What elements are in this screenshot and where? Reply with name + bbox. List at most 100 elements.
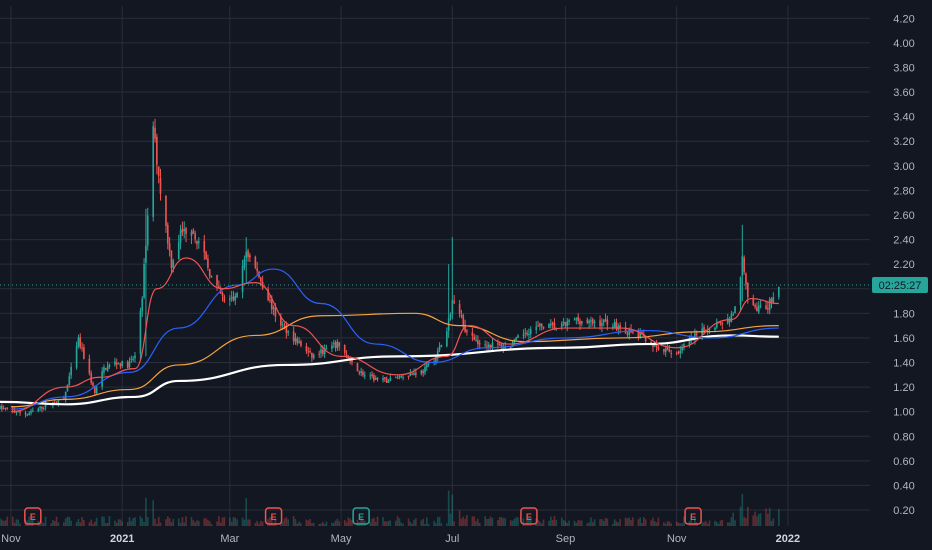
volume-bar	[373, 517, 375, 526]
volume-bar	[602, 520, 605, 526]
volume-bar	[121, 521, 124, 526]
price-axis-tick-label: 2.80	[893, 185, 914, 197]
volume-bar	[194, 522, 196, 526]
volume-bar	[170, 522, 173, 526]
volume-bar	[30, 519, 32, 526]
volume-bar	[325, 521, 328, 526]
volume-bar	[757, 514, 760, 526]
candle-body	[70, 367, 72, 376]
candle-body	[715, 322, 718, 328]
candle-body	[181, 228, 184, 233]
candle-body	[1, 406, 3, 410]
candle-body	[539, 323, 541, 327]
volume-bar	[772, 518, 775, 526]
candle-body	[440, 344, 443, 347]
candle-body	[132, 358, 134, 360]
volume-bar	[500, 517, 503, 526]
candle-body	[177, 242, 180, 260]
earnings-marker-box	[264, 507, 283, 525]
candle-body	[126, 362, 129, 368]
candle-body	[68, 376, 71, 386]
volume-bar	[90, 519, 93, 526]
candle-body	[466, 330, 468, 333]
volume-bar	[745, 518, 747, 526]
candle-body	[655, 345, 658, 347]
volume-bar	[126, 522, 129, 526]
volume-bar	[612, 523, 614, 526]
volume-bar	[411, 523, 414, 526]
candle-body	[152, 126, 155, 217]
volume-bar	[568, 520, 570, 526]
candle-body	[371, 374, 373, 377]
volume-bar	[564, 521, 567, 526]
volume-bar	[601, 519, 603, 526]
volume-bar	[471, 516, 474, 526]
time-axis-tick-label: 2022	[776, 533, 800, 545]
candle-body	[351, 359, 353, 363]
earnings-marker-box	[520, 507, 538, 525]
volume-bar	[68, 516, 71, 526]
volume-bar	[267, 519, 269, 526]
price-axis-tick-label: 3.20	[893, 136, 914, 148]
earnings-marker-box	[352, 507, 370, 525]
volume-bar	[502, 518, 505, 526]
candle-body	[407, 375, 410, 377]
volume-bar	[168, 518, 171, 526]
volume-bar	[181, 517, 184, 526]
volume-bar	[524, 523, 527, 526]
volume-bar	[415, 518, 417, 526]
volume-bar	[360, 517, 362, 526]
candle-body	[425, 364, 428, 368]
volume-bar	[721, 519, 724, 526]
volume-bar	[332, 522, 335, 526]
volume-bar	[746, 506, 749, 526]
candle-body	[236, 293, 238, 298]
candle-body	[119, 363, 122, 367]
candle-body	[588, 320, 590, 324]
earnings-marker: E	[264, 507, 283, 525]
candle-body	[721, 322, 724, 325]
time-axis[interactable]: Nov 2021 Mar May Jul Sep Nov 2022	[1, 533, 800, 545]
candle-body	[157, 166, 160, 177]
volume-bar	[249, 519, 251, 526]
candle-body	[606, 319, 609, 326]
candle-body	[376, 377, 379, 380]
candle-body	[398, 376, 401, 378]
volume-bar	[219, 522, 222, 526]
volume-bar	[385, 521, 388, 526]
candle-body	[612, 326, 614, 328]
volume-bar	[719, 520, 722, 526]
candle-body	[322, 350, 324, 355]
volume-bar	[767, 513, 769, 526]
candle-body	[637, 332, 640, 338]
candle-body	[26, 414, 29, 416]
candle-body	[619, 325, 621, 329]
price-axis[interactable]: 0.200.400.600.801.001.201.401.601.802.00…	[893, 13, 914, 517]
candle-body	[471, 332, 474, 336]
volume-bar	[345, 522, 348, 526]
candle-body	[141, 298, 144, 312]
volume-bar	[88, 522, 91, 526]
volume-bar	[577, 520, 579, 526]
candle-body	[422, 370, 424, 374]
volume-bar	[300, 523, 302, 526]
candle-body	[590, 320, 592, 322]
volume-bar	[491, 518, 494, 526]
volume-bar	[730, 517, 733, 526]
volume-bar	[446, 523, 448, 526]
price-axis-tick-label: 1.20	[893, 382, 914, 394]
candle-body	[415, 372, 417, 375]
volume-bar	[741, 493, 744, 526]
price-axis-tick-label: 1.40	[893, 358, 914, 370]
volume-bar	[652, 517, 654, 526]
volume-bar	[70, 520, 72, 526]
candle-body	[312, 354, 315, 359]
candle-body	[602, 320, 605, 323]
candle-body	[562, 321, 565, 324]
candle-body	[402, 376, 404, 378]
volume-bar	[555, 519, 558, 526]
price-axis-tick-label: 3.00	[893, 161, 914, 173]
candle-body	[384, 377, 386, 379]
volume-bar	[435, 523, 437, 526]
